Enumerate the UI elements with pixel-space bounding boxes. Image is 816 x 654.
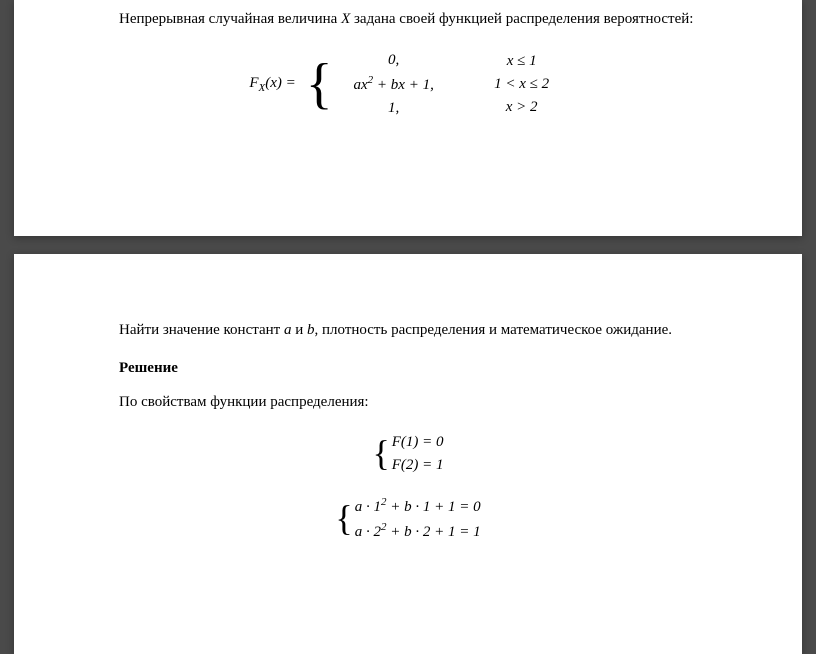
system-1-wrap: { F(1) = 0 F(2) = 1 <box>372 431 443 476</box>
system2-cases: a · 12 + b · 1 + 1 = 0 a · 22 + b · 2 + … <box>355 494 481 543</box>
system1-cases: F(1) = 0 F(2) = 1 <box>392 431 444 476</box>
case-cond-1: 1 < x ≤ 2 <box>477 73 567 96</box>
case-cond-0: x ≤ 1 <box>477 50 567 73</box>
task-mid: и <box>291 322 307 338</box>
system-1: { F(1) = 0 F(2) = 1 <box>119 431 697 476</box>
lhs-F: F <box>249 75 258 91</box>
case-expr-2: 1, <box>339 97 449 120</box>
solution-heading: Решение <box>119 360 697 377</box>
system1-row-0: F(1) = 0 <box>392 431 444 454</box>
formula-lhs: FX(x) = <box>249 71 295 98</box>
intro-text-pre: Непрерывная случайная величина <box>119 11 341 27</box>
system1-brace-icon: { <box>372 437 389 469</box>
left-brace-icon: { <box>306 56 333 112</box>
lhs-arg: (x) = <box>265 75 296 91</box>
system2-row-0: a · 12 + b · 1 + 1 = 0 <box>355 494 481 519</box>
cases-conditions: x ≤ 1 1 < x ≤ 2 x > 2 <box>477 50 567 120</box>
system2-row-1: a · 22 + b · 2 + 1 = 1 <box>355 519 481 544</box>
property-text: По свойствам функции распределения: <box>119 391 697 414</box>
system1-row-1: F(2) = 1 <box>392 454 444 477</box>
document-page-1: Непрерывная случайная величина X задана … <box>14 0 802 236</box>
system2-brace-icon: { <box>335 502 352 534</box>
intro-var-x: X <box>341 11 350 27</box>
intro-text-post: задана своей функцией распределения веро… <box>350 11 693 27</box>
piecewise-function: FX(x) = { 0, ax2 + bx + 1, 1, x ≤ 1 1 < … <box>249 49 566 121</box>
task-post: , плотность распределения и математическ… <box>315 322 673 338</box>
task-var-b: b <box>307 322 315 338</box>
case-expr-1: ax2 + bx + 1, <box>339 72 449 97</box>
system-2-wrap: { a · 12 + b · 1 + 1 = 0 a · 22 + b · 2 … <box>335 494 480 543</box>
case-cond-2: x > 2 <box>477 96 567 119</box>
task-pre: Найти значение констант <box>119 322 284 338</box>
case-expr-0: 0, <box>339 49 449 72</box>
task-paragraph: Найти значение констант a и b, плотность… <box>119 319 697 342</box>
document-page-2: Найти значение констант a и b, плотность… <box>14 254 802 654</box>
cdf-definition-formula: FX(x) = { 0, ax2 + bx + 1, 1, x ≤ 1 1 < … <box>119 49 697 121</box>
intro-paragraph: Непрерывная случайная величина X задана … <box>119 8 697 31</box>
cases-expressions: 0, ax2 + bx + 1, 1, <box>339 49 449 121</box>
system-2: { a · 12 + b · 1 + 1 = 0 a · 22 + b · 2 … <box>119 494 697 543</box>
